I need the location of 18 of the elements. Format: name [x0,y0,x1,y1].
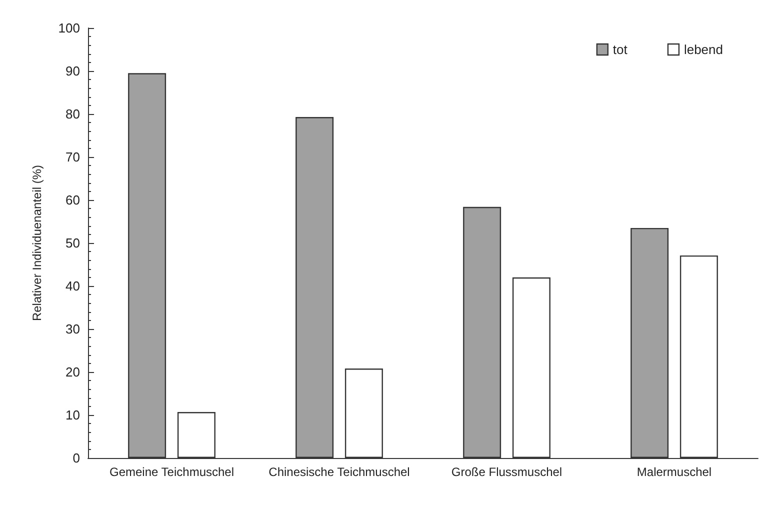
x-tick-label: Chinesische Teichmuschel [268,465,410,479]
legend-label: lebend [684,42,724,57]
x-tick-label: Gemeine Teichmuschel [109,465,234,479]
legend-label: tot [612,42,628,57]
y-tick-label: 10 [66,408,80,422]
y-tick-label: 100 [58,20,80,36]
x-tick-label: Malermuschel [636,465,712,479]
y-tick-label: 50 [66,236,80,250]
y-tick-label: 30 [66,322,80,336]
x-tick-label: Große Flussmuschel [451,465,562,479]
y-tick-label: 20 [66,364,80,380]
y-tick-label: 80 [66,106,80,122]
y-tick-label: 90 [66,64,80,78]
y-tick-label: 70 [66,150,80,164]
y-tick-label: 60 [66,192,80,208]
y-tick-label: 40 [66,278,80,294]
y-tick-label: 0 [72,450,80,466]
y-axis-title: Relativer Individuenanteil (%) [30,164,44,322]
